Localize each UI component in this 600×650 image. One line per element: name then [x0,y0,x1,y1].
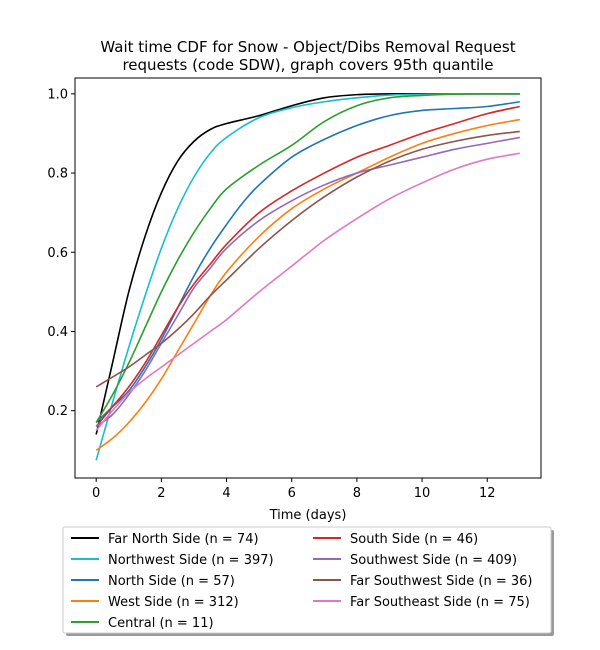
x-axis: 0 2 4 6 8 10 12 [92,478,496,501]
legend-label: Southwest Side (n = 409) [350,553,517,568]
series-line-2 [95,100,520,424]
legend-entries: Far North Side (n = 74) Northwest Side (n… [71,532,532,631]
x-tick-label: 6 [288,486,296,501]
y-tick-label: 1.0 [47,87,68,102]
x-tick-label: 2 [157,486,165,501]
chart-subtitle: requests (code SDW), graph covers 95th q… [122,56,493,74]
x-tick-label: 4 [222,486,230,501]
x-tick-label: 8 [353,486,361,501]
y-axis: 0.2 0.4 0.6 0.8 1.0 [47,87,75,419]
y-tick-label: 0.2 [47,404,68,419]
series-line-6 [95,136,520,428]
legend-label: North Side (n = 57) [108,574,235,589]
series-line-1 [95,93,520,461]
series-line-4 [95,93,520,423]
legend-label: Northwest Side (n = 397) [108,553,274,568]
series-line-0 [95,92,520,435]
plot-frame [74,77,542,479]
y-tick-label: 0.8 [47,167,68,182]
legend-label: West Side (n = 312) [108,595,239,610]
plot-lines [95,92,520,461]
x-tick-label: 12 [479,486,496,501]
legend-label: Central (n = 11) [108,616,214,631]
y-tick-label: 0.6 [47,246,68,261]
legend-label: Far North Side (n = 74) [108,532,259,547]
legend: Far North Side (n = 74) Northwest Side (n… [62,526,554,636]
y-tick-label: 0.4 [47,325,68,340]
x-tick-label: 0 [92,486,100,501]
series-line-8 [95,152,520,431]
legend-label: South Side (n = 46) [350,532,478,547]
chart-title: Wait time CDF for Snow - Object/Dibs Rem… [100,38,515,56]
series-line-3 [95,118,520,451]
series-line-5 [95,105,520,428]
series-line-7 [95,130,520,388]
x-tick-label: 10 [414,486,431,501]
legend-box [62,526,552,634]
x-axis-label: Time (days) [269,508,347,523]
legend-label: Far Southeast Side (n = 75) [350,595,530,610]
legend-label: Far Southwest Side (n = 36) [350,574,532,589]
